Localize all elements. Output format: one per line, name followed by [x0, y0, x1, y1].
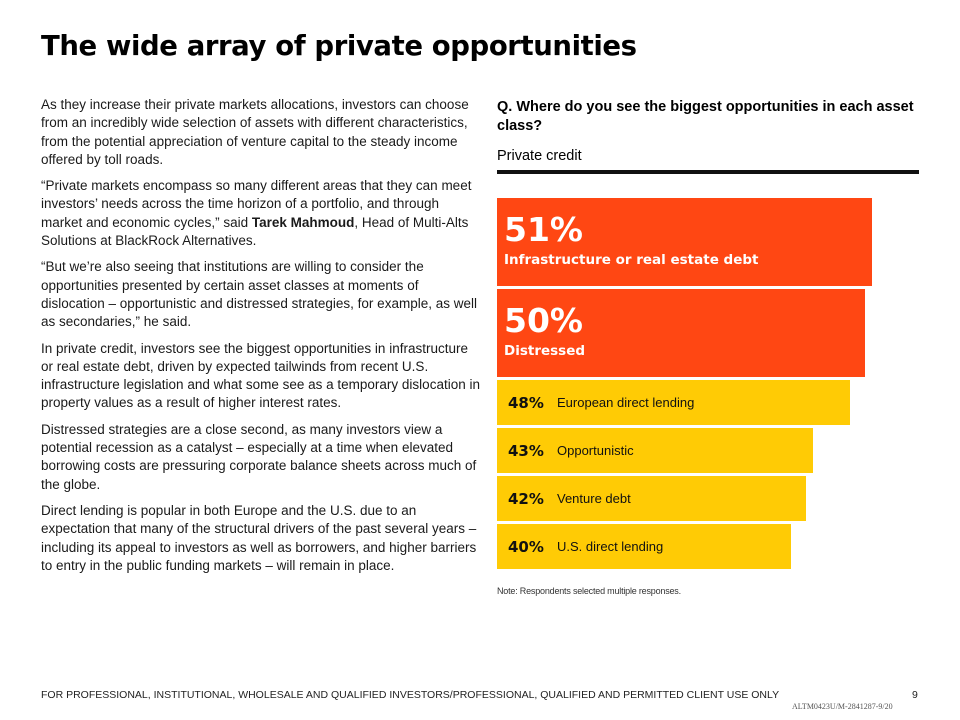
paragraph-direct-lending: Direct lending is popular in both Europe…: [41, 502, 477, 573]
paragraph-quote-2: “But we’re also seeing that institutions…: [41, 259, 477, 330]
bar-value-label: 48%: [508, 393, 544, 412]
chart-divider: [497, 170, 919, 174]
quote-1-text: “Private markets encompass so many diffe…: [41, 178, 472, 230]
bar-value-label: 43%: [508, 441, 544, 460]
speaker-name: Tarek Mahmoud: [251, 214, 355, 230]
bar-category-label: U.S. direct lending: [557, 539, 664, 554]
bar-value-label: 50%: [504, 301, 583, 340]
chart-question: Q. Where do you see the biggest opportun…: [497, 99, 914, 134]
bar-category-label: Venture debt: [557, 491, 631, 506]
bar-category-label: Opportunistic: [557, 443, 634, 458]
document-code: ALTM0423U/M-2841287-9/20: [792, 702, 893, 711]
bar-6: 40% U.S. direct lending: [497, 524, 791, 569]
bar-value-label: 51%: [504, 210, 583, 249]
bar-value-label: 40%: [508, 537, 544, 556]
bar-category-label: Infrastructure or real estate debt: [504, 252, 759, 268]
chart-bars: 51% Infrastructure or real estate debt 50%…: [497, 198, 919, 574]
bar-3: 48% European direct lending: [497, 380, 850, 425]
paragraph-quote-1: “Private markets encompass so many diffe…: [41, 177, 481, 250]
bar-4: 43% Opportunistic: [497, 428, 813, 473]
paragraph-distressed: Distressed strategies are a close second…: [41, 421, 477, 492]
page-title: The wide array of private opportunities: [41, 30, 637, 62]
bar-1: 51% Infrastructure or real estate debt: [497, 198, 872, 286]
chart-category: Private credit: [497, 148, 582, 164]
bar-2: 50% Distressed: [497, 289, 865, 377]
chart-note: Note: Respondents selected multiple resp…: [497, 586, 681, 596]
opportunities-chart: Q. Where do you see the biggest opportun…: [497, 98, 919, 596]
bar-5: 42% Venture debt: [497, 476, 806, 521]
speaker-title: , Head of Multi-Alts Solutions at BlackR…: [41, 214, 469, 249]
body-text: As they increase their private markets a…: [41, 96, 481, 583]
paragraph-private-credit: In private credit, investors see the big…: [41, 340, 480, 411]
bar-category-label: European direct lending: [557, 395, 695, 410]
bar-category-label: Distressed: [504, 343, 586, 359]
footer-disclaimer: FOR PROFESSIONAL, INSTITUTIONAL, WHOLESA…: [41, 689, 780, 701]
bar-value-label: 42%: [508, 489, 544, 508]
page-number: 9: [912, 689, 918, 701]
paragraph-intro: As they increase their private markets a…: [41, 97, 469, 167]
